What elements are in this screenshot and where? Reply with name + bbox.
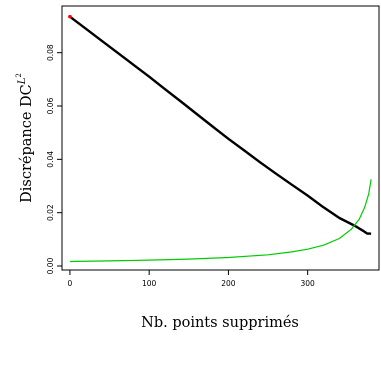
x-axis: 0 100 200 300 — [68, 270, 316, 288]
y-axis-title-superscript-2: 2 — [15, 73, 23, 77]
x-axis-title: Nb. points supprimés — [141, 315, 299, 331]
highlight-point — [68, 14, 72, 19]
y-tick-label: 0.08 — [46, 44, 55, 61]
y-tick-label: 0.06 — [46, 97, 55, 114]
y-tick-label: 0.02 — [46, 204, 55, 221]
series-layer — [68, 14, 372, 263]
y-axis-title-main: Discrépance DC — [19, 84, 35, 203]
series-line-black — [69, 15, 372, 235]
y-axis-title-superscript: L — [17, 77, 28, 85]
y-axis: 0.00 0.02 0.04 0.06 0.08 — [46, 44, 62, 274]
series-line-green — [69, 179, 372, 263]
x-tick-label: 300 — [301, 279, 316, 288]
plot-frame — [61, 5, 380, 271]
x-tick-label: 0 — [68, 279, 73, 288]
y-tick-label: 0.00 — [46, 257, 55, 274]
y-axis-title: Discrépance DCL2 — [15, 73, 35, 203]
y-tick-label: 0.04 — [46, 151, 55, 168]
x-tick-label: 100 — [142, 279, 157, 288]
x-tick-label: 200 — [221, 279, 236, 288]
